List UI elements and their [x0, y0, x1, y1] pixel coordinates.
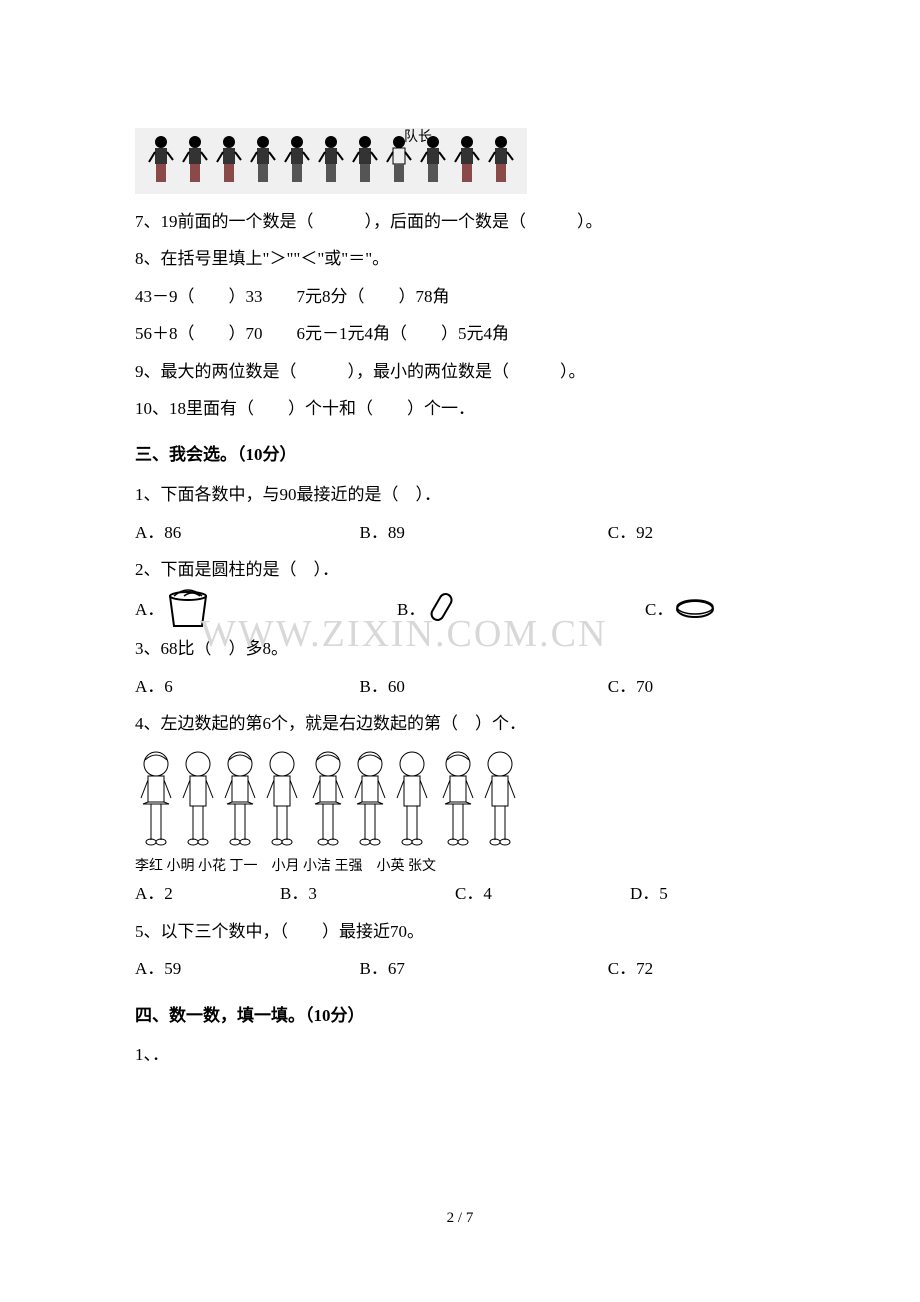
child-icon: [397, 752, 427, 845]
page-number: 2 / 7: [0, 1210, 920, 1227]
s4-question-1: 1、．: [135, 1036, 785, 1073]
person-icon: [451, 132, 483, 190]
marching-image: 队长: [135, 128, 785, 195]
s3q4-option-d: D．5: [630, 875, 785, 912]
s3q3-option-b: B．60: [360, 668, 608, 705]
person-icon: [349, 132, 381, 190]
s3q2-options: A． B． C．: [135, 588, 785, 630]
s3q1-option-b: B．89: [360, 514, 608, 551]
s3q2-option-a-label: A．: [135, 591, 164, 628]
s3q3-option-c: C．70: [608, 668, 785, 705]
captain-label: 队长: [404, 126, 432, 146]
question-7: 7、19前面的一个数是（ ），后面的一个数是（ ）。: [135, 203, 785, 240]
child-icon: [183, 752, 213, 845]
person-icon: [315, 132, 347, 190]
section-3-title: 三、我会选。（10分）: [135, 435, 785, 476]
s3q2-option-b-label: B．: [397, 591, 425, 628]
s3q3-option-a: A．6: [135, 668, 360, 705]
s3q1-option-c: C．92: [608, 514, 785, 551]
child-icon: [313, 752, 343, 845]
person-icon: [485, 132, 517, 190]
s3-question-1: 1、下面各数中，与90最接近的是（ ）．: [135, 476, 785, 513]
question-9: 9、最大的两位数是（ ），最小的两位数是（ ）。: [135, 353, 785, 390]
s3q4-option-c: C．4: [455, 875, 630, 912]
question-10: 10、18里面有（ ）个十和（ ）个一．: [135, 390, 785, 427]
question-8-intro: 8、在括号里填上"＞""＜"或"＝"。: [135, 240, 785, 277]
disc-icon: [673, 597, 717, 621]
s3q2-option-c-label: C．: [645, 591, 673, 628]
children-names: 李红 小明 小花 丁一 小月 小洁 王强 小英 张文: [135, 855, 785, 875]
child-icon: [443, 752, 473, 845]
s3q1-options: A．86 B．89 C．92: [135, 514, 785, 551]
capsule-icon: [425, 589, 465, 629]
s3q4-option-b: B．3: [280, 875, 455, 912]
child-icon: [355, 752, 385, 845]
person-icon: [247, 132, 279, 190]
person-icon: [213, 132, 245, 190]
s3-question-4: 4、左边数起的第6个，就是右边数起的第（ ）个．: [135, 705, 785, 742]
child-icon: [225, 752, 255, 845]
s3q1-option-a: A．86: [135, 514, 360, 551]
question-8-line2: 56＋8（ ）70 6元－1元4角（ ）5元4角: [135, 315, 785, 352]
child-icon: [141, 752, 171, 845]
children-image: [135, 748, 785, 853]
child-icon: [267, 752, 297, 845]
s3q5-option-a: A．59: [135, 950, 360, 987]
s3q4-options: A．2 B．3 C．4 D．5: [135, 875, 785, 912]
person-icon: [179, 132, 211, 190]
section-4-title: 四、数一数，填一填。（10分）: [135, 996, 785, 1037]
s3q5-option-b: B．67: [360, 950, 608, 987]
question-8-line1: 43－9（ ）33 7元8分（ ）78角: [135, 278, 785, 315]
bucket-icon: [164, 588, 212, 630]
s3-question-3: 3、68比（ ）多8。: [135, 630, 785, 667]
s3q4-option-a: A．2: [135, 875, 280, 912]
s3q3-options: A．6 B．60 C．70: [135, 668, 785, 705]
person-icon: [145, 132, 177, 190]
s3-question-2: 2、下面是圆柱的是（ ）．: [135, 551, 785, 588]
s3-question-5: 5、以下三个数中，（ ）最接近70。: [135, 913, 785, 950]
s3q5-options: A．59 B．67 C．72: [135, 950, 785, 987]
child-icon: [485, 752, 515, 845]
s3q5-option-c: C．72: [608, 950, 785, 987]
person-icon: [281, 132, 313, 190]
